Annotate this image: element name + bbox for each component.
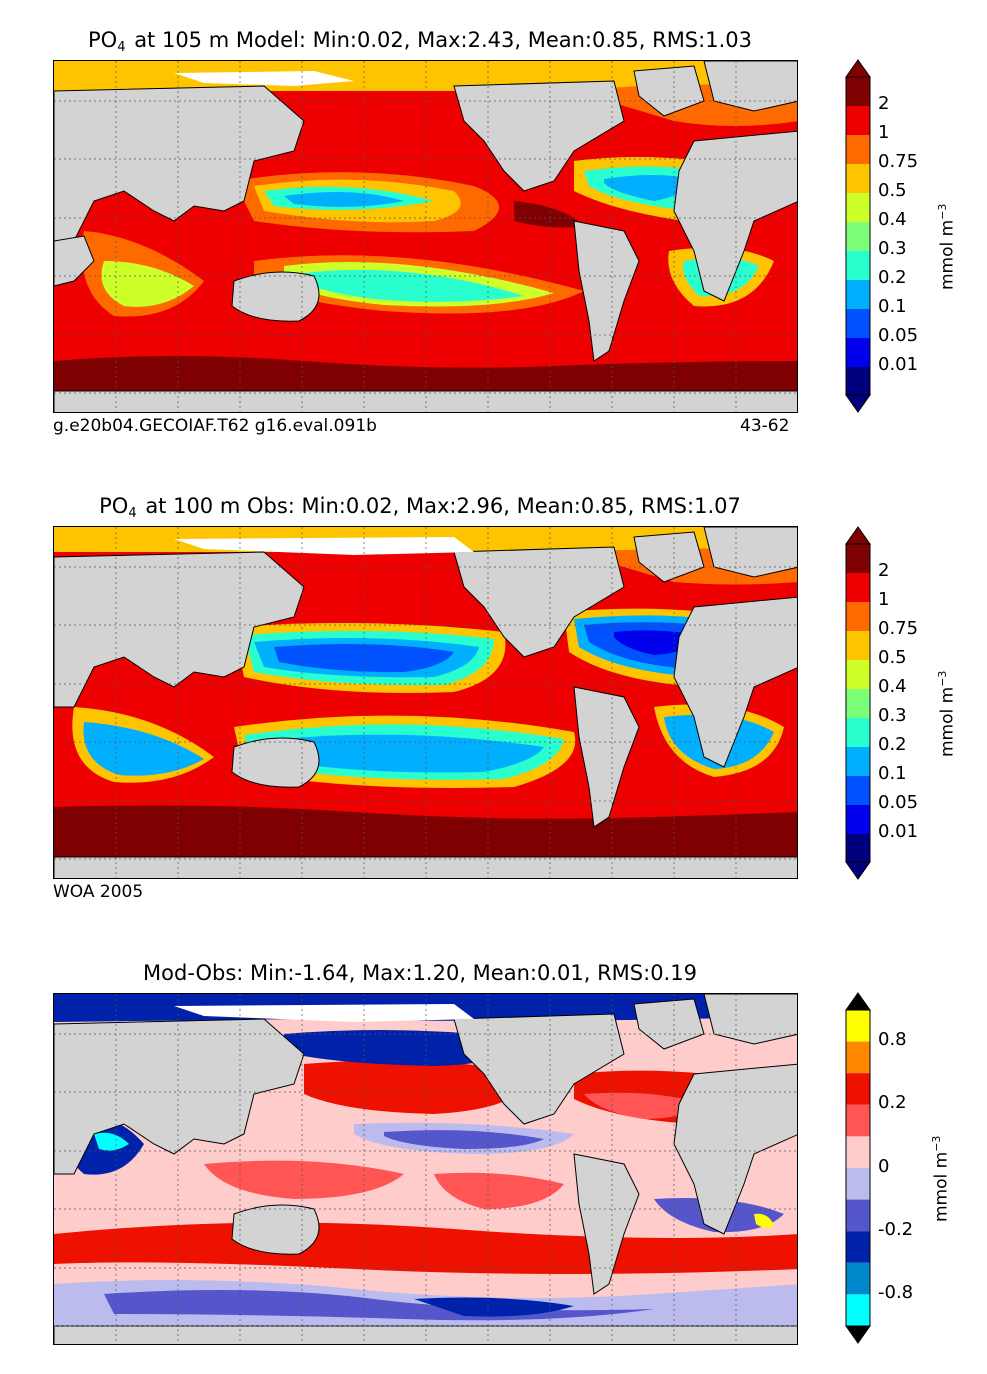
panel2-title: PO4 at 100 m Obs: Min:0.02, Max:2.96, Me… bbox=[99, 494, 741, 521]
panel3-title: Mod-Obs: Min:-1.64, Max:1.20, Mean:0.01,… bbox=[143, 961, 697, 985]
panel1-tick: 0.2 bbox=[878, 267, 907, 288]
panel1-tick: 0.1 bbox=[878, 296, 907, 317]
panel2-tick: 0.75 bbox=[878, 618, 919, 639]
panel1-caption-years: 43-62 bbox=[740, 416, 790, 436]
panel2-tick: 1 bbox=[878, 589, 890, 610]
panel2-tick: 0.3 bbox=[878, 705, 907, 726]
panel1-colorbar bbox=[845, 59, 871, 413]
panel3-tick: 0.2 bbox=[878, 1092, 907, 1113]
panel3-tick: 0.8 bbox=[878, 1029, 907, 1050]
panel3-tick: -0.2 bbox=[878, 1219, 914, 1240]
panel1-tick: 0.01 bbox=[878, 354, 919, 375]
panel2-caption-source: WOA 2005 bbox=[53, 882, 144, 902]
panel1-title: PO4 at 105 m Model: Min:0.02, Max:2.43, … bbox=[88, 28, 752, 55]
panel1-tick: 0.5 bbox=[878, 180, 907, 201]
panel3-map bbox=[53, 993, 798, 1345]
panel1-map bbox=[53, 60, 798, 413]
panel1-tick: 2 bbox=[878, 93, 890, 114]
panel3-tick: 0 bbox=[878, 1156, 890, 1177]
panel1-units: mmol m−3 bbox=[936, 203, 958, 290]
panel2-tick: 0.2 bbox=[878, 734, 907, 755]
panel2-units: mmol m−3 bbox=[936, 670, 958, 757]
panel1-tick: 1 bbox=[878, 122, 890, 143]
panel2-tick: 0.1 bbox=[878, 763, 907, 784]
panel2-tick: 2 bbox=[878, 560, 890, 581]
panel2-tick: 0.4 bbox=[878, 676, 907, 697]
panel2-tick: 0.01 bbox=[878, 821, 919, 842]
panel3-units: mmol m−3 bbox=[930, 1135, 952, 1222]
panel2-colorbar bbox=[845, 526, 871, 880]
panel2-tick: 0.5 bbox=[878, 647, 907, 668]
panel2-map bbox=[53, 526, 798, 879]
panel3-colorbar bbox=[845, 992, 871, 1344]
panel1-tick: 0.4 bbox=[878, 209, 907, 230]
panel2-tick: 0.05 bbox=[878, 792, 919, 813]
panel1-tick: 0.75 bbox=[878, 151, 919, 172]
panel1-tick: 0.3 bbox=[878, 238, 907, 259]
panel1-caption-case: g.e20b04.GECOIAF.T62 g16.eval.091b bbox=[53, 416, 377, 436]
panel1-tick: 0.05 bbox=[878, 325, 919, 346]
panel3-tick: -0.8 bbox=[878, 1282, 914, 1303]
